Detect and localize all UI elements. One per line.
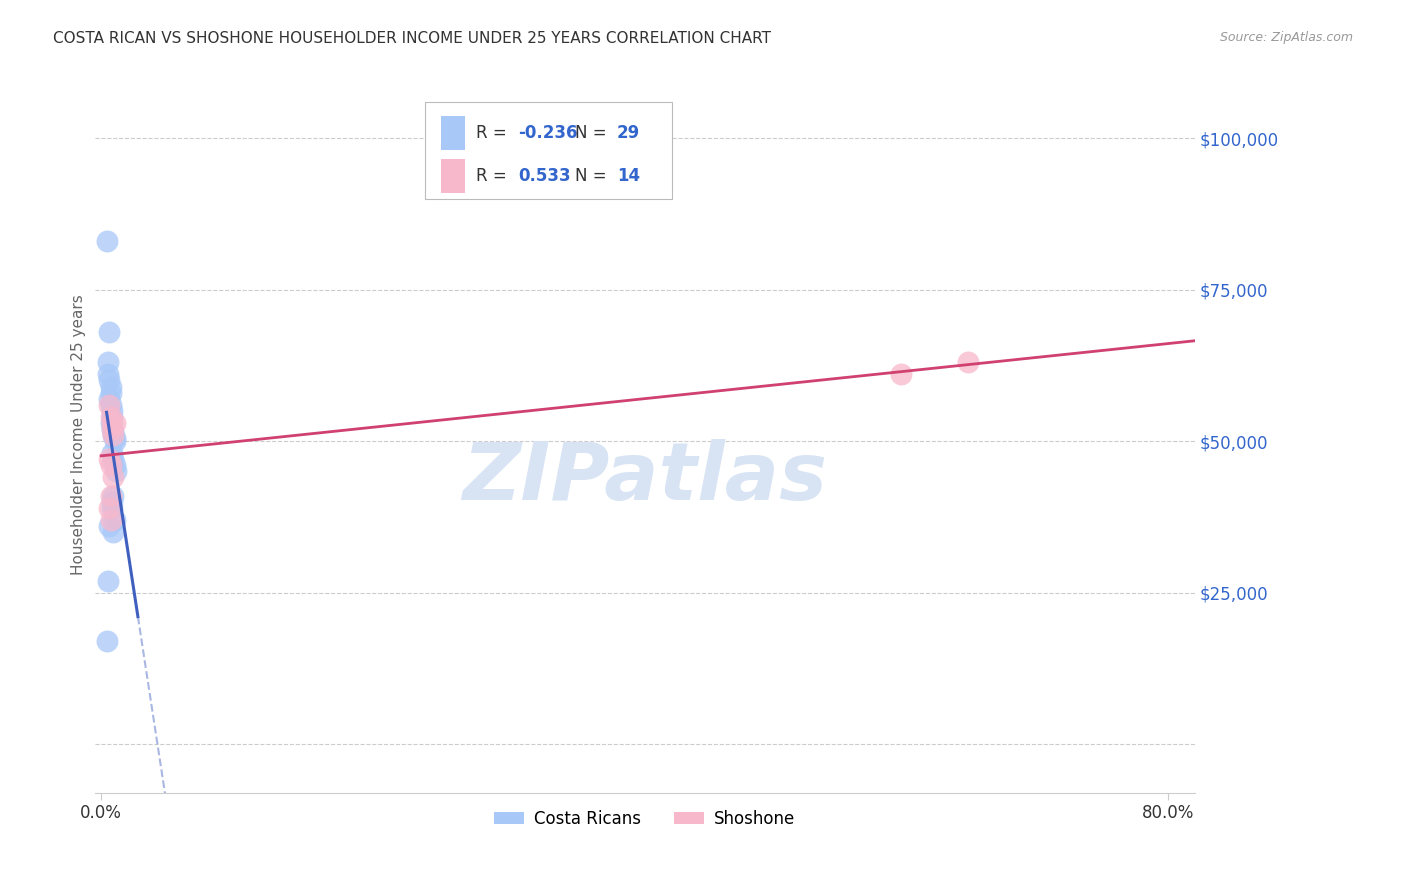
Point [956, 355, 979, 369]
Point [104, 464, 127, 478]
Text: Source: ZipAtlas.com: Source: ZipAtlas.com [1219, 31, 1353, 45]
Point [98, 452, 121, 467]
Point [103, 458, 125, 473]
Point [98, 398, 121, 412]
Point [100, 416, 122, 430]
Point [98, 392, 121, 406]
Point [890, 368, 912, 382]
Point [100, 409, 122, 424]
Point [101, 404, 124, 418]
Point [103, 425, 125, 439]
Text: -0.236: -0.236 [517, 124, 578, 142]
Point [97, 368, 120, 382]
Text: R =: R = [477, 124, 512, 142]
Text: N =: N = [575, 167, 612, 185]
Point [101, 446, 124, 460]
Point [100, 379, 122, 393]
Point [101, 500, 124, 515]
Text: 0.533: 0.533 [517, 167, 571, 185]
Point [98, 374, 121, 388]
Point [101, 409, 124, 424]
Point [103, 470, 125, 484]
Point [98, 325, 121, 339]
Point [96, 634, 118, 648]
Text: R =: R = [477, 167, 512, 185]
Text: N =: N = [575, 124, 612, 142]
Point [97, 574, 120, 588]
Point [103, 452, 125, 467]
Text: COSTA RICAN VS SHOSHONE HOUSEHOLDER INCOME UNDER 25 YEARS CORRELATION CHART: COSTA RICAN VS SHOSHONE HOUSEHOLDER INCO… [53, 31, 772, 46]
Point [103, 431, 125, 445]
Point [98, 500, 121, 515]
Legend: Costa Ricans, Shoshone: Costa Ricans, Shoshone [486, 803, 801, 834]
Point [103, 428, 125, 442]
Point [103, 489, 125, 503]
Point [101, 422, 124, 436]
Point [100, 398, 122, 412]
Point [101, 416, 124, 430]
Point [96, 234, 118, 248]
Point [103, 513, 125, 527]
Point [103, 428, 125, 442]
Text: 29: 29 [617, 124, 640, 142]
Point [103, 524, 125, 539]
Point [100, 458, 122, 473]
Text: ZIPatlas: ZIPatlas [463, 439, 827, 517]
Point [101, 494, 124, 508]
Point [100, 513, 122, 527]
Point [100, 489, 122, 503]
Point [103, 416, 125, 430]
Point [97, 355, 120, 369]
FancyBboxPatch shape [441, 116, 465, 150]
Point [98, 519, 121, 533]
Text: 14: 14 [617, 167, 640, 185]
Point [103, 434, 125, 449]
Point [101, 422, 124, 436]
FancyBboxPatch shape [441, 159, 465, 193]
FancyBboxPatch shape [425, 103, 672, 199]
Point [100, 385, 122, 400]
Y-axis label: Householder Income Under 25 years: Householder Income Under 25 years [72, 294, 86, 575]
